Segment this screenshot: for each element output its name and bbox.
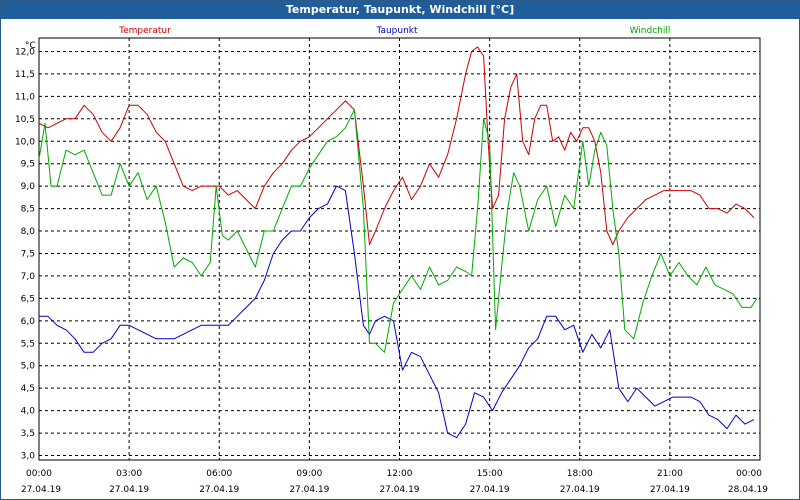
legend: Temperatur Taupunkt Windchill: [118, 26, 670, 36]
y-tick-label: 11,5: [15, 70, 35, 80]
y-axis-ticks: 3,0 3,5 4,0 4,5 5,0 5,5 6,0 6,5 7,0 7,5 8,0 8,5 9,0 9…: [15, 47, 35, 461]
y-tick-label: 4,0: [21, 407, 36, 417]
x-tick-time-label: 15:00: [477, 469, 503, 479]
y-tick-label: 11,0: [15, 92, 35, 102]
y-tick-label: 4,5: [21, 384, 35, 394]
series-lines: [38, 46, 758, 439]
y-tick-label: 7,0: [21, 272, 36, 282]
y-tick-label: 9,5: [21, 160, 35, 170]
x-tick-date-label: 27.04.19: [650, 485, 690, 495]
grid-lines: [39, 38, 760, 460]
y-tick-label: 10,0: [15, 137, 35, 147]
x-tick-date-label: 27.04.19: [470, 485, 510, 495]
x-tick-date-label: 27.04.19: [289, 485, 329, 495]
y-tick-label: 9,0: [21, 182, 36, 192]
y-axis-unit: °C: [25, 41, 36, 51]
y-tick-label: 8,0: [21, 227, 36, 237]
x-tick-time-label: 09:00: [296, 469, 322, 479]
y-tick-label: 3,5: [21, 429, 35, 439]
y-tick-label: 5,5: [21, 339, 35, 349]
y-tick-label: 6,0: [21, 317, 36, 327]
x-tick-date-label: 27.04.19: [560, 485, 600, 495]
x-tick-time-label: 06:00: [206, 469, 232, 479]
y-tick-label: 6,5: [21, 294, 35, 304]
legend-entry: Taupunkt: [375, 26, 418, 36]
x-tick-time-label: 03:00: [116, 469, 142, 479]
x-tick-time-label: 12:00: [387, 469, 413, 479]
y-tick-label: 7,5: [21, 249, 35, 259]
x-tick-time-label: 00:00: [26, 469, 52, 479]
window-title: Temperatur, Taupunkt, Windchill [°C]: [1, 1, 799, 19]
x-axis-ticks: 00:00 27.04.19 03:00 27.04.19 06:00 27.04.19 0…: [21, 469, 768, 495]
legend-entry: Windchill: [630, 26, 671, 36]
legend-entry: Temperatur: [118, 26, 171, 36]
x-tick-time-label: 00:00: [736, 469, 762, 479]
series-line-temperatur: [38, 46, 755, 245]
x-tick-date-label: 27.04.19: [379, 485, 419, 495]
y-tick-label: 10,5: [15, 115, 35, 125]
series-line-taupunkt: [39, 185, 755, 439]
x-tick-date-label: 27.04.19: [199, 485, 239, 495]
x-tick-date-label: 27.04.19: [109, 485, 149, 495]
series-line-windchill: [38, 109, 758, 353]
y-tick-label: 5,0: [21, 362, 36, 372]
x-tick-date-label: 27.04.19: [21, 485, 61, 495]
x-tick-time-label: 18:00: [567, 469, 593, 479]
y-tick-label: 3,0: [21, 452, 36, 462]
y-tick-label: 8,5: [21, 205, 35, 215]
x-tick-date-label: 28.04.19: [728, 485, 768, 495]
x-tick-time-label: 21:00: [657, 469, 683, 479]
y-tick-label: 12,0: [15, 47, 35, 57]
